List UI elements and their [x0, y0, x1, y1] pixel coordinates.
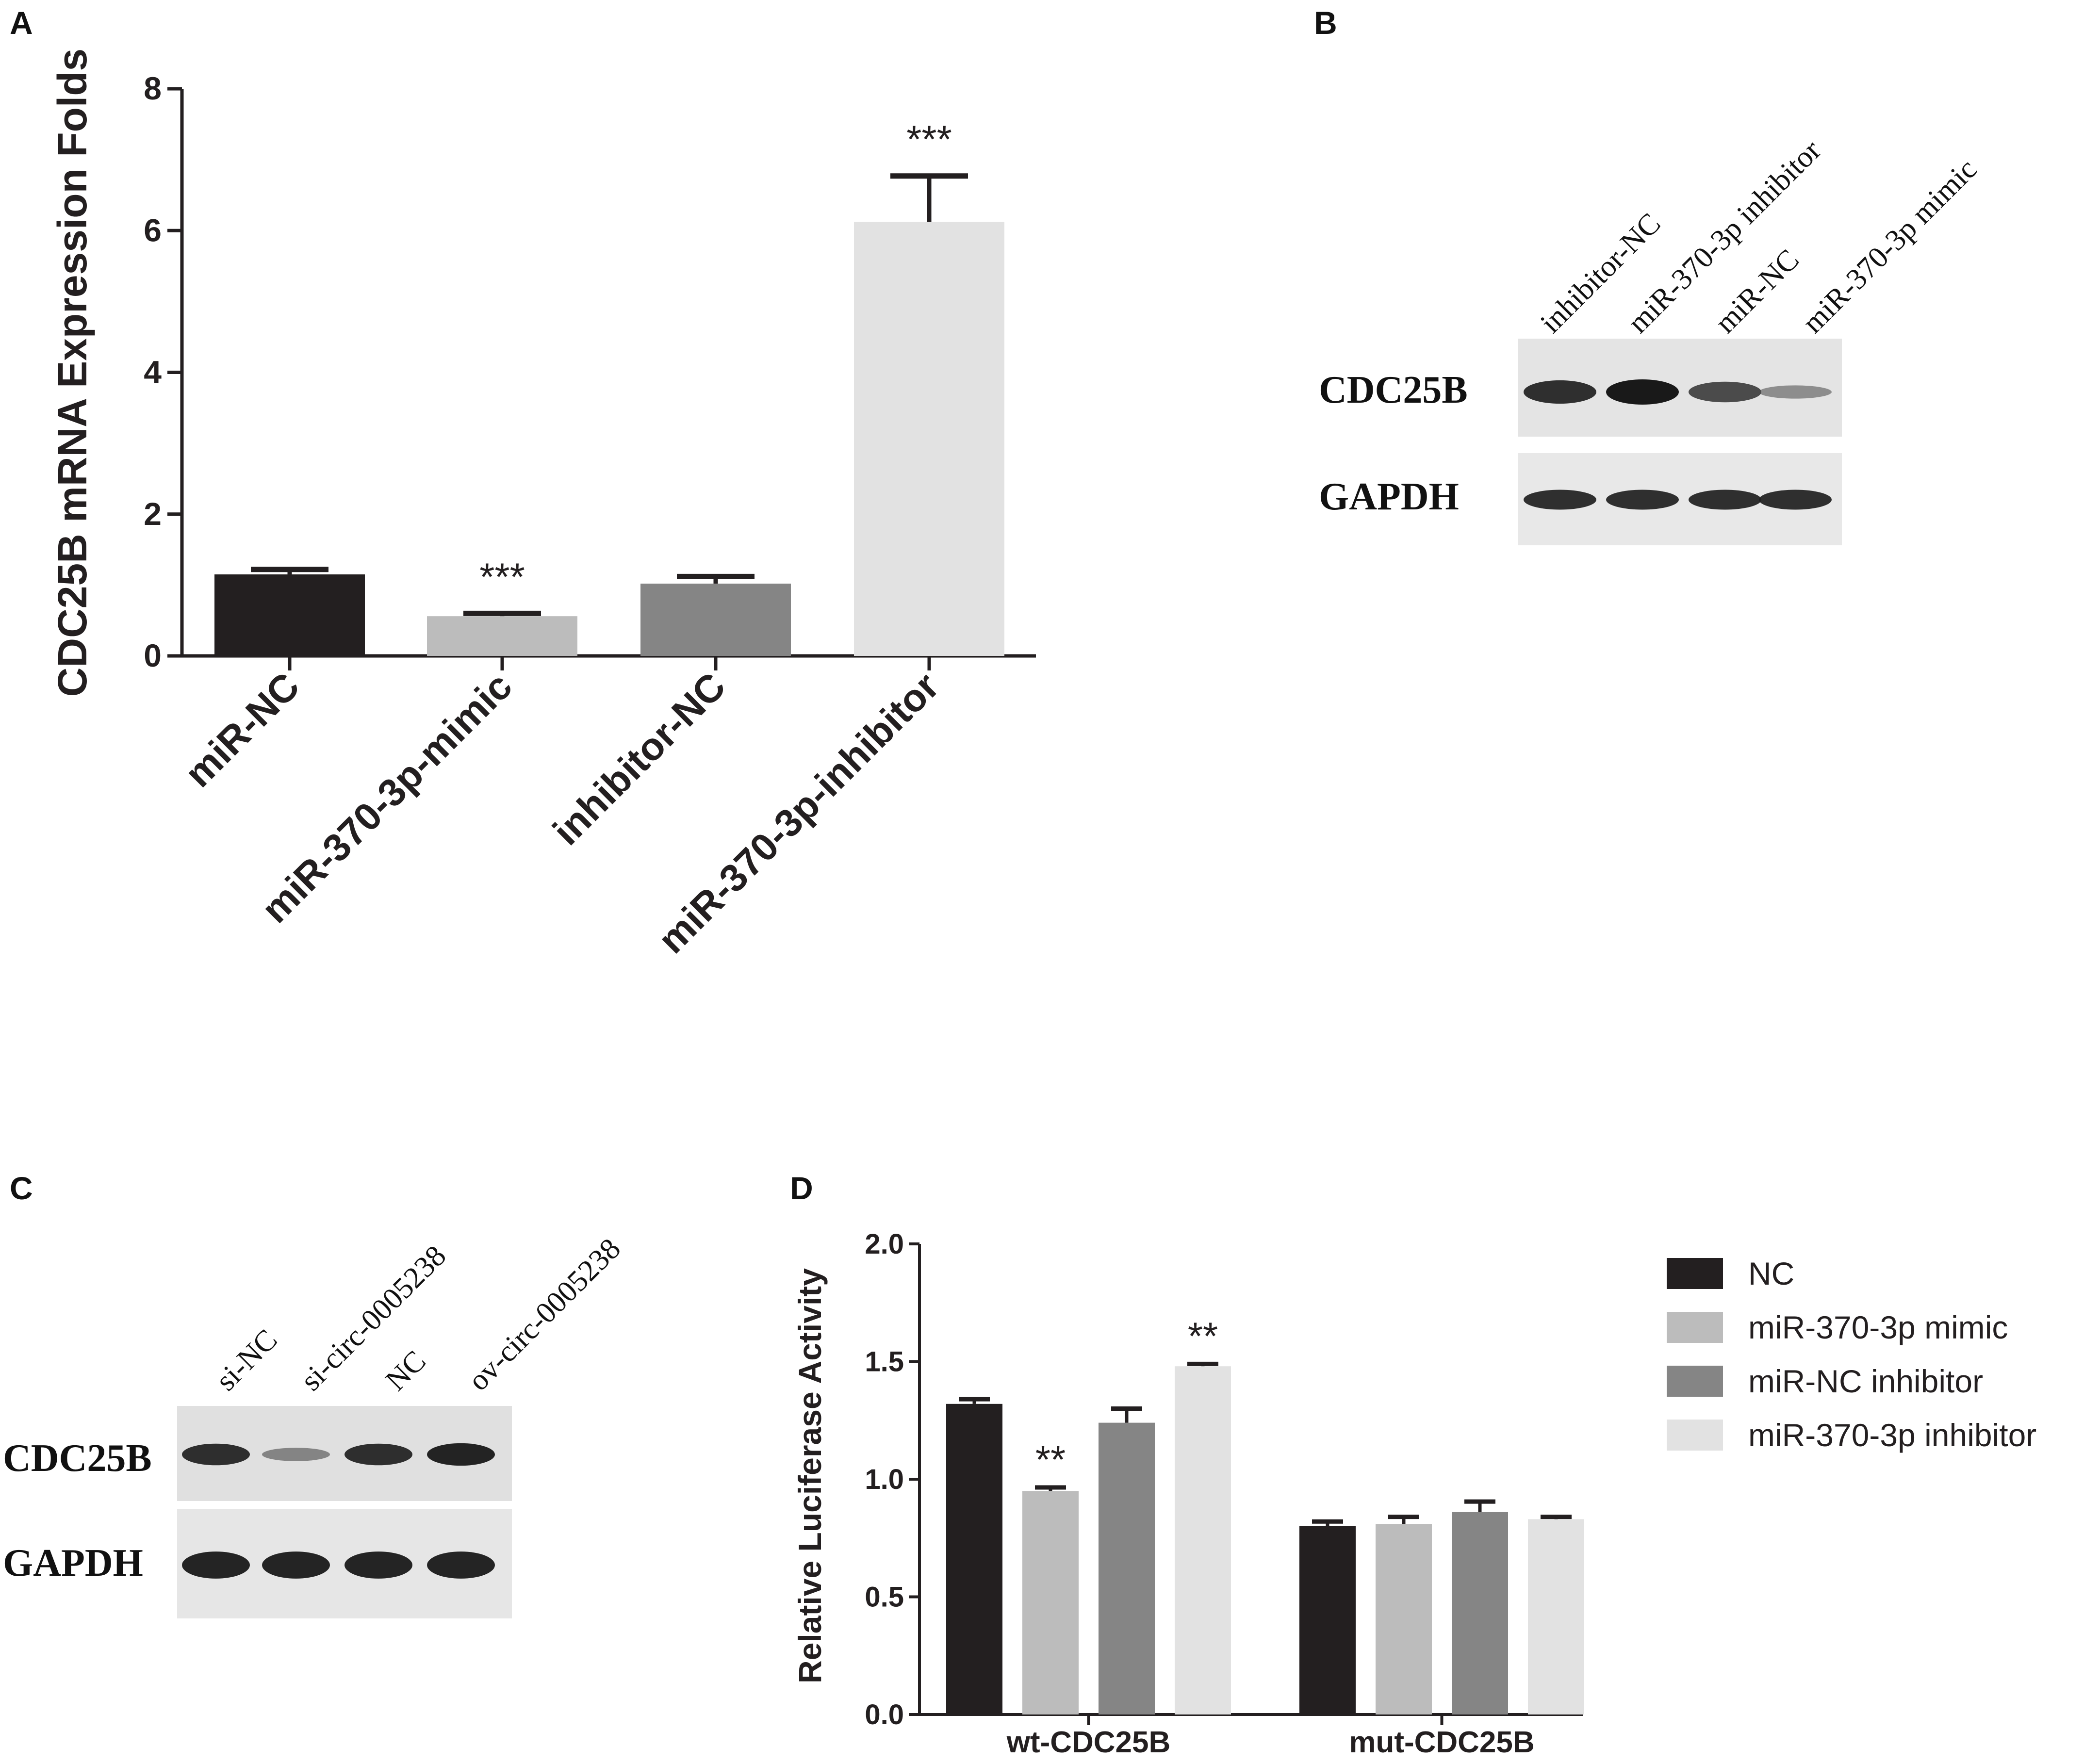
- chart-d-category-label: mut-CDC25B: [1349, 1726, 1534, 1759]
- chart-d-legend-label: NC: [1748, 1256, 1794, 1291]
- chart-d-legend-swatch: [1667, 1312, 1723, 1343]
- chart-a-category-label: miR-NC: [177, 664, 308, 795]
- chart-d-bar: [1022, 1491, 1079, 1714]
- chart-d: 0.0 0.5 1.0 1.5 2.0 Relative Luciferase Activ…: [792, 1228, 1584, 1759]
- chart-d-significance: **: [1188, 1314, 1218, 1357]
- blot-c-gapdh-band: [427, 1551, 495, 1579]
- chart-d-y-tick-label: 1.5: [865, 1346, 904, 1378]
- blot-b-label-gapdh: GAPDH: [1319, 475, 1459, 518]
- western-blot-c: CDC25B GAPDH si-NC si-circ-0005238 NC ov…: [3, 1232, 627, 1618]
- blot-b-cdc25b-band: [1524, 380, 1596, 404]
- chart-a-significance: ***: [906, 118, 952, 161]
- panel-letter-a: A: [10, 5, 33, 41]
- blot-b-cdc25b-band: [1689, 381, 1761, 403]
- blot-b-lane-4: miR-370-3p mimic: [1796, 153, 1983, 340]
- chart-a-y-tick-label: 8: [144, 70, 162, 106]
- chart-a-y-tick-label: 2: [144, 496, 162, 532]
- chart-d-legend-swatch: [1667, 1366, 1723, 1397]
- chart-d-category-label: wt-CDC25B: [1006, 1726, 1171, 1759]
- chart-d-y-tick-label: 0.5: [865, 1582, 904, 1613]
- chart-a-y-tick-label: 4: [144, 354, 162, 390]
- chart-a-bar: [640, 583, 791, 656]
- chart-d-legend: NC miR-370-3p mimic miR-NC inhibitor miR-37…: [1667, 1256, 2036, 1453]
- blot-c-lane-3: NC: [379, 1344, 432, 1397]
- chart-d-legend-swatch: [1667, 1258, 1723, 1289]
- chart-d-y-tick-label: 0.0: [865, 1699, 904, 1730]
- blot-c-lane-4: ov-circ-0005238: [462, 1232, 627, 1397]
- chart-a-y-tick-label: 6: [144, 212, 162, 248]
- chart-d-legend-label: miR-NC inhibitor: [1748, 1363, 1983, 1399]
- chart-a: 0 2 4 6 8 CDC25B mRNA Expression Folds miR-NC *…: [49, 49, 1036, 962]
- blot-b-gapdh-band: [1524, 490, 1596, 510]
- western-blot-b: CDC25B GAPDH inhibitor-NC miR-370-3p inh…: [1319, 133, 1983, 545]
- chart-a-bar: [427, 616, 577, 656]
- chart-d-bar: [1528, 1519, 1584, 1714]
- blot-c-cdc25b-band: [262, 1448, 330, 1461]
- blot-c-lane-2: si-circ-0005238: [295, 1239, 453, 1397]
- chart-d-bar: [1299, 1526, 1356, 1714]
- blot-c-label-gapdh: GAPDH: [3, 1542, 143, 1584]
- chart-a-significance: ***: [479, 555, 525, 598]
- panel-letter-c: C: [10, 1170, 33, 1206]
- blot-b-gapdh-band: [1606, 490, 1679, 510]
- blot-c-gapdh-band: [182, 1551, 250, 1579]
- chart-d-bar: [1099, 1422, 1155, 1714]
- blot-c-cdc25b-band: [345, 1443, 412, 1466]
- blot-b-gapdh-band: [1759, 490, 1832, 510]
- chart-d-y-axis-title: Relative Luciferase Activity: [792, 1268, 828, 1683]
- chart-d-bar: [1452, 1512, 1508, 1714]
- chart-a-y-axis-title: CDC25B mRNA Expression Folds: [49, 49, 95, 697]
- chart-d-y-tick-label: 2.0: [865, 1228, 904, 1260]
- blot-c-cdc25b-band: [182, 1443, 250, 1466]
- chart-a-category-label: inhibitor-NC: [544, 664, 734, 853]
- chart-d-bar: [946, 1404, 1002, 1714]
- blot-c-lane-1: si-NC: [210, 1323, 284, 1397]
- blot-b-cdc25b-band: [1759, 385, 1832, 399]
- blot-c-gapdh-band: [262, 1551, 330, 1579]
- panel-letter-b: B: [1314, 5, 1337, 41]
- blot-c-cdc25b-band: [427, 1443, 495, 1466]
- blot-b-gapdh-band: [1689, 490, 1761, 510]
- chart-d-legend-label: miR-370-3p inhibitor: [1748, 1417, 2036, 1453]
- chart-d-y-tick-label: 1.0: [865, 1464, 904, 1495]
- chart-d-bar: [1376, 1524, 1432, 1714]
- chart-a-bar: [854, 222, 1004, 656]
- blot-b-label-cdc25b: CDC25B: [1319, 369, 1468, 411]
- chart-a-y-tick-label: 0: [144, 637, 162, 673]
- chart-d-legend-swatch: [1667, 1420, 1723, 1451]
- chart-d-legend-label: miR-370-3p mimic: [1748, 1309, 2008, 1345]
- panel-letter-d: D: [790, 1170, 813, 1206]
- blot-b-bands: [1524, 379, 1832, 510]
- blot-b-cdc25b-band: [1606, 379, 1679, 405]
- chart-d-significance: **: [1035, 1438, 1066, 1481]
- blot-c-gapdh-band: [345, 1551, 412, 1579]
- chart-a-bar: [214, 574, 365, 656]
- blot-c-bands: [182, 1443, 495, 1579]
- chart-d-bar: [1175, 1366, 1231, 1714]
- blot-c-label-cdc25b: CDC25B: [3, 1437, 152, 1480]
